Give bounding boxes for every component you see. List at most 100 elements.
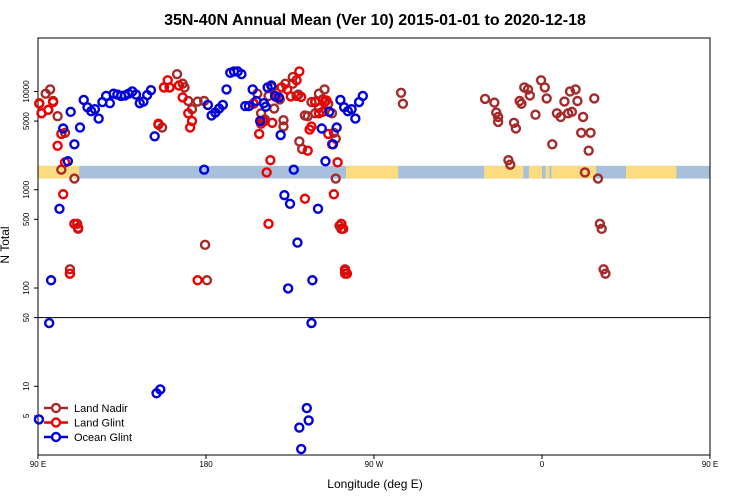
ocean-glint-point	[292, 237, 303, 248]
land-band-segment	[545, 165, 550, 179]
land-nadir-point	[192, 96, 203, 107]
land-nadir-point	[577, 111, 589, 123]
ocean-glint-point	[266, 80, 277, 91]
land-nadir-point	[559, 96, 570, 107]
land-nadir-point	[505, 159, 516, 170]
land-glint-point	[302, 145, 313, 156]
land-nadir-point	[69, 173, 80, 184]
legend-marker-land-nadir	[50, 402, 62, 414]
x-tick-label: 180	[199, 460, 213, 469]
land-nadir-point	[570, 84, 581, 95]
y-tick-label: 10000	[22, 80, 31, 103]
land-nadir-point	[395, 87, 407, 98]
land-nadir-point	[589, 93, 600, 104]
ocean-glint-point	[273, 92, 284, 103]
y-tick-label: 50	[22, 313, 31, 322]
land-nadir-point	[171, 68, 183, 80]
land-nadir-point	[564, 86, 576, 97]
ocean-glint-point	[69, 139, 80, 150]
chart-title: 35N-40N Annual Mean (Ver 10) 2015-01-01 …	[164, 12, 586, 29]
land-nadir-point	[516, 98, 527, 109]
y-tick-label: 1000	[22, 180, 31, 198]
legend-marker-ocean-glint	[50, 431, 62, 443]
land-glint-point	[64, 268, 76, 279]
land-glint-point	[52, 140, 63, 152]
land-glint-point	[321, 95, 332, 106]
land-nadir-point	[566, 106, 578, 118]
land-glint-point	[336, 218, 347, 230]
ocean-glint-point	[260, 101, 271, 112]
ocean-glint-point	[306, 317, 317, 329]
land-nadir-point	[64, 264, 76, 275]
ocean-glint-point	[93, 113, 104, 124]
land-glint-point	[153, 119, 164, 130]
land-glint-point	[43, 104, 54, 116]
ocean-glint-point	[296, 443, 307, 455]
ocean-glint-point	[221, 84, 232, 95]
land-glint-point	[317, 106, 328, 118]
legend: Land Nadir Land Glint Ocean Glint	[44, 402, 132, 444]
ocean-glint-point	[62, 156, 74, 167]
land-glint-point	[332, 157, 343, 168]
y-axis-label: N Total	[0, 226, 12, 263]
land-nadir-point	[179, 82, 190, 93]
land-glint-point	[306, 121, 317, 132]
land-glint-point	[254, 128, 265, 140]
land-glint-point	[34, 97, 45, 109]
land-nadir-point	[44, 84, 56, 95]
land-nadir-point	[579, 167, 591, 178]
ocean-glint-point	[307, 275, 318, 286]
ocean-glint-point	[155, 384, 166, 395]
ocean-glint-point	[327, 139, 339, 150]
ocean-glint-point	[350, 113, 361, 124]
ocean-glint-point	[254, 115, 266, 127]
ocean-glint-point	[284, 198, 296, 209]
x-tick-label: 90 W	[365, 460, 384, 469]
land-nadir-point	[397, 98, 409, 109]
ocean-glint-point	[279, 190, 290, 201]
ocean-glint-point	[294, 422, 305, 433]
land-band-segment	[528, 165, 542, 179]
ocean-glint-point	[33, 414, 45, 425]
ocean-glint-point	[282, 283, 294, 294]
land-glint-point	[291, 75, 302, 86]
land-nadir-point	[296, 143, 308, 155]
x-axis-label: Longitude (deg E)	[327, 477, 422, 491]
land-glint-point	[328, 189, 340, 200]
land-glint-point	[265, 154, 276, 166]
land-nadir-point	[489, 97, 500, 108]
ocean-glint-point	[104, 97, 116, 109]
land-glint-point	[285, 91, 297, 102]
land-nadir-point	[479, 93, 491, 105]
land-glint-point	[294, 66, 305, 77]
land-nadir-point	[539, 82, 550, 93]
land-nadir-point	[492, 111, 504, 123]
land-nadir-point	[278, 121, 289, 132]
ocean-glint-point	[247, 84, 258, 95]
land-glint-point	[183, 108, 194, 119]
ocean-glint-point	[217, 99, 229, 111]
land-glint-point	[276, 82, 287, 93]
ocean-glint-point	[149, 131, 160, 142]
legend-label-land-nadir: Land Nadir	[74, 403, 128, 415]
land-nadir-point	[510, 123, 522, 134]
ocean-glint-point	[320, 156, 331, 167]
ocean-glint-point	[357, 90, 368, 102]
ocean-glint-point	[44, 317, 55, 329]
ocean-glint-point	[275, 129, 286, 141]
land-glint-point	[47, 96, 59, 108]
plot-area: 90 E 180 90 W 0 90 E 5 10 50 100 500 1000 5000 10000	[22, 37, 718, 469]
land-nadir-point	[199, 239, 211, 251]
x-tick-label: 0	[540, 460, 545, 469]
land-nadir-point	[600, 268, 611, 279]
ocean-glint-point	[303, 415, 314, 426]
land-nadir-point	[268, 103, 280, 114]
ocean-glint-point	[65, 106, 76, 118]
y-tick-label: 5000	[22, 112, 31, 130]
legend-label-ocean-glint: Ocean Glint	[74, 432, 132, 444]
land-glint-point	[338, 223, 349, 235]
land-nadir-point	[583, 145, 594, 156]
land-glint-point	[263, 218, 274, 230]
land-glint-point	[299, 193, 311, 204]
